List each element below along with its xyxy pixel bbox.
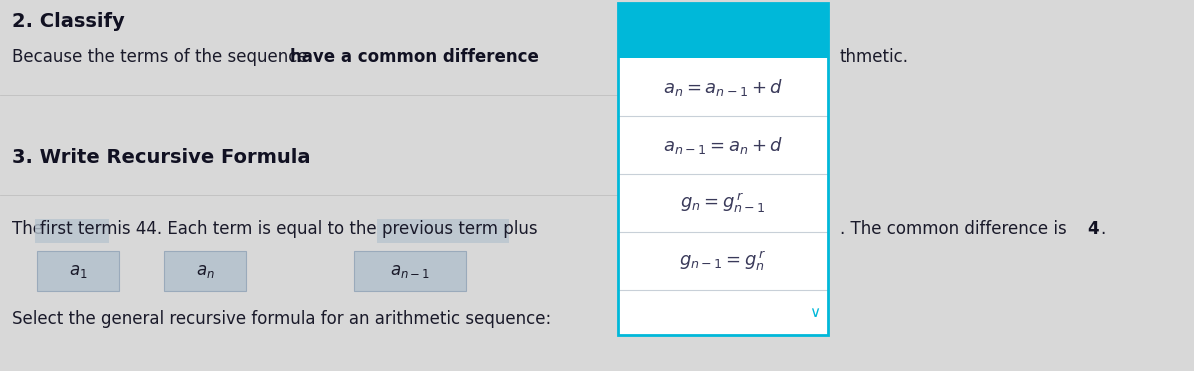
Text: first term: first term [41, 220, 117, 238]
Bar [618, 3, 827, 335]
Text: have a common difference: have a common difference [290, 48, 538, 66]
Text: $g_{n-1} = g_n^{\,r}$: $g_{n-1} = g_n^{\,r}$ [679, 249, 767, 273]
FancyBboxPatch shape [353, 251, 466, 291]
Text: .: . [1100, 220, 1106, 238]
FancyBboxPatch shape [35, 219, 109, 243]
Text: $a_{n-1}$: $a_{n-1}$ [390, 263, 430, 279]
Text: The: The [12, 220, 48, 238]
Text: Because the terms of the sequence: Because the terms of the sequence [12, 48, 313, 66]
FancyBboxPatch shape [164, 251, 246, 291]
Text: $g_n = g_{n-1}^{\,r}$: $g_n = g_{n-1}^{\,r}$ [681, 191, 765, 215]
Text: $a_n$: $a_n$ [196, 263, 215, 279]
Text: previous term plus: previous term plus [382, 220, 537, 238]
Text: Select the general recursive formula for an arithmetic sequence:: Select the general recursive formula for… [12, 310, 552, 328]
FancyBboxPatch shape [377, 219, 509, 243]
Text: is 44. Each term is equal to the: is 44. Each term is equal to the [112, 220, 382, 238]
Bar [618, 58, 827, 335]
FancyBboxPatch shape [37, 251, 119, 291]
Text: 4: 4 [1087, 220, 1098, 238]
Text: 2. Classify: 2. Classify [12, 12, 124, 31]
Text: $a_1$: $a_1$ [69, 263, 87, 279]
Text: 3. Write Recursive Formula: 3. Write Recursive Formula [12, 148, 310, 167]
Text: . The common difference is: . The common difference is [841, 220, 1072, 238]
Text: thmetic.: thmetic. [841, 48, 909, 66]
Text: $a_{n-1} = a_n + d$: $a_{n-1} = a_n + d$ [663, 135, 783, 155]
Text: ∨: ∨ [808, 305, 820, 320]
Bar [618, 3, 827, 58]
Text: $a_n = a_{n-1} + d$: $a_n = a_{n-1} + d$ [663, 76, 783, 98]
